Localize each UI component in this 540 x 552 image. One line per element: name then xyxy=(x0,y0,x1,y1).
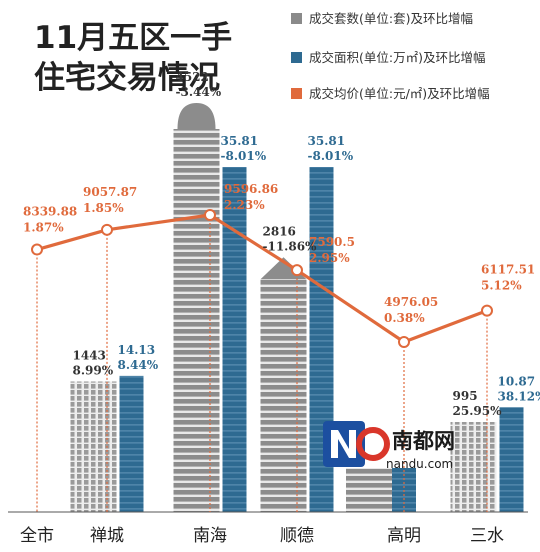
nandu-logo-icon xyxy=(323,421,390,467)
category-label: 高明 xyxy=(387,526,421,546)
price-point xyxy=(204,209,216,221)
units-change-label: 8.99% xyxy=(73,363,114,377)
area-value-label: 35.81 xyxy=(308,134,346,148)
price-point xyxy=(31,243,43,256)
units-value-label: 2816 xyxy=(263,224,296,238)
category-label: 南海 xyxy=(193,526,227,546)
area-change-label: 8.44% xyxy=(118,358,159,372)
price-change-label: 1.87% xyxy=(23,221,64,235)
units-change-label: -3.44% xyxy=(176,85,222,99)
area-change-label: 38.12% xyxy=(498,389,540,403)
price-value-label: 9057.87 xyxy=(83,185,137,199)
area-value-label: 10.87 xyxy=(498,374,536,388)
units-value-label: 1443 xyxy=(73,348,106,362)
price-value-label: 7590.5 xyxy=(309,235,355,249)
price-series-line xyxy=(36,213,488,344)
area-value-label: 35.81 xyxy=(221,134,259,148)
price-value-label: 9596.86 xyxy=(224,182,278,196)
price-value-label: 6117.51 xyxy=(481,263,535,277)
legend: 成交套数(单位:套)及环比增幅 成交面积(单位:万㎡)及环比增幅 成交均价(单位… xyxy=(291,11,490,101)
area-bar xyxy=(222,167,247,512)
watermark: 南都网 nandu.com xyxy=(323,421,455,471)
legend-swatch-area xyxy=(291,52,302,63)
legend-item-price: 成交均价(单位:元/㎡)及环比增幅 xyxy=(291,86,490,101)
label-layer: 14438.99%14.138.44%4522-3.44%35.81-8.01%… xyxy=(23,70,540,418)
price-value-label: 4976.05 xyxy=(384,295,438,309)
legend-swatch-units xyxy=(291,13,302,24)
price-change-label: 5.12% xyxy=(481,279,522,293)
category-label: 三水 xyxy=(470,526,504,546)
area-bar xyxy=(499,407,524,512)
area-change-label: -8.01% xyxy=(308,149,354,163)
chart-title: 11月五区一手 住宅交易情况 xyxy=(34,20,232,96)
title-line-2: 住宅交易情况 xyxy=(34,60,220,96)
category-label: 顺德 xyxy=(280,526,314,546)
units-bar xyxy=(260,257,307,512)
bars-layer xyxy=(70,103,524,512)
category-label: 全市 xyxy=(20,526,54,546)
legend-swatch-price xyxy=(291,88,302,99)
title-line-1: 11月五区一手 xyxy=(34,20,232,56)
area-change-label: -8.01% xyxy=(221,149,267,163)
watermark-text: 南都网 xyxy=(392,429,455,453)
units-value-label: 4522 xyxy=(176,70,209,84)
price-change-label: 0.38% xyxy=(384,311,425,325)
legend-item-area: 成交面积(单位:万㎡)及环比增幅 xyxy=(291,50,485,65)
legend-label-price: 成交均价(单位:元/㎡)及环比增幅 xyxy=(309,86,490,101)
watermark-url: nandu.com xyxy=(386,457,453,471)
legend-item-units: 成交套数(单位:套)及环比增幅 xyxy=(291,11,473,26)
price-point xyxy=(291,264,303,277)
price-value-label: 8339.88 xyxy=(23,205,77,219)
units-bar xyxy=(70,381,117,512)
price-change-label: 1.85% xyxy=(83,201,124,215)
price-point xyxy=(481,304,493,317)
price-change-label: 2.23% xyxy=(224,198,265,212)
price-point xyxy=(398,336,410,348)
legend-label-area: 成交面积(单位:万㎡)及环比增幅 xyxy=(309,50,485,65)
category-label: 禅城 xyxy=(90,526,124,546)
price-line-layer xyxy=(31,209,493,512)
area-bar xyxy=(119,375,144,512)
units-bar xyxy=(173,103,220,512)
area-value-label: 14.13 xyxy=(118,343,156,357)
units-value-label: 995 xyxy=(453,389,478,403)
units-change-label: 25.95% xyxy=(453,404,503,418)
units-change-label: -11.86% xyxy=(263,239,318,253)
price-change-label: 2.95% xyxy=(309,251,350,265)
category-axis: 全市 禅城 南海 顺德 高明 三水 xyxy=(20,526,504,546)
price-point xyxy=(101,223,113,236)
background-building xyxy=(346,468,416,512)
legend-label-units: 成交套数(单位:套)及环比增幅 xyxy=(309,11,473,26)
units-bar xyxy=(450,422,497,512)
